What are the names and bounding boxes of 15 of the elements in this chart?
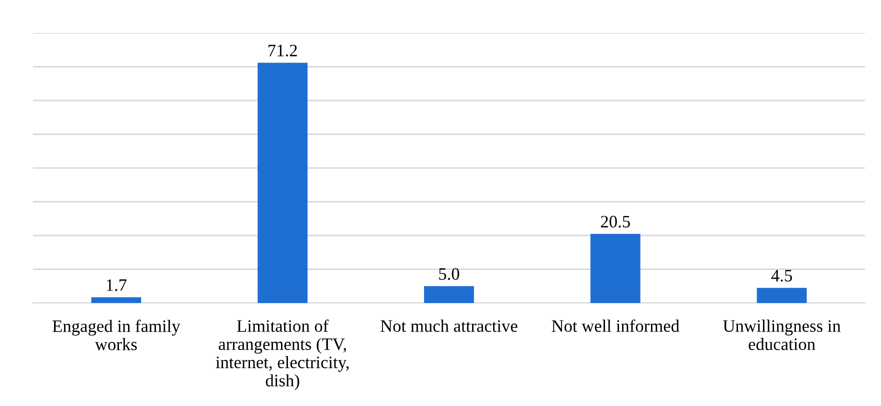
data-label: 4.5 (771, 270, 792, 282)
data-label: 71.2 (268, 44, 297, 56)
x-tick-label: Limitation of arrangements (TV, internet, electricity, dish) (216, 319, 349, 390)
data-label: 1.7 (106, 279, 127, 292)
bar (590, 234, 640, 303)
bar (258, 62, 308, 303)
x-tick-label: Unwillingness in education (723, 320, 841, 350)
bar (756, 288, 807, 303)
bar (91, 297, 142, 303)
data-label: 5.0 (439, 268, 460, 280)
x-tick-label: Not much attractive (380, 320, 518, 332)
bar (424, 286, 474, 303)
x-tick-label: Not well informed (552, 319, 680, 332)
data-label: 20.5 (600, 216, 630, 228)
x-tick-label: Engaged in family works (52, 320, 180, 350)
